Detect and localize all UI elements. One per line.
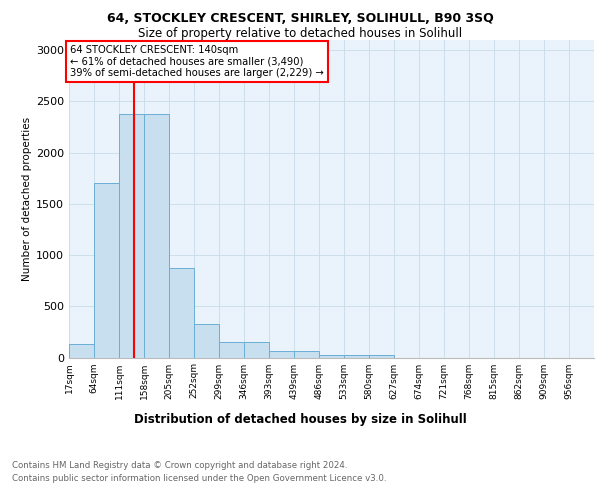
Bar xyxy=(344,356,369,358)
Text: Contains HM Land Registry data © Crown copyright and database right 2024.: Contains HM Land Registry data © Crown c… xyxy=(12,460,347,469)
Bar xyxy=(244,342,269,357)
Bar xyxy=(269,352,293,358)
Text: 64 STOCKLEY CRESCENT: 140sqm
← 61% of detached houses are smaller (3,490)
39% of: 64 STOCKLEY CRESCENT: 140sqm ← 61% of de… xyxy=(70,45,324,78)
Text: 64, STOCKLEY CRESCENT, SHIRLEY, SOLIHULL, B90 3SQ: 64, STOCKLEY CRESCENT, SHIRLEY, SOLIHULL… xyxy=(107,12,493,26)
Bar xyxy=(69,344,94,358)
Y-axis label: Number of detached properties: Number of detached properties xyxy=(22,116,32,281)
Bar xyxy=(219,342,244,357)
Bar xyxy=(293,352,319,358)
Bar xyxy=(144,114,169,358)
Text: Contains public sector information licensed under the Open Government Licence v3: Contains public sector information licen… xyxy=(12,474,386,483)
Bar xyxy=(119,114,144,358)
Bar xyxy=(369,356,394,358)
Bar xyxy=(169,268,194,358)
Bar xyxy=(194,324,219,358)
Bar xyxy=(319,356,344,358)
Bar xyxy=(94,184,119,358)
Text: Distribution of detached houses by size in Solihull: Distribution of detached houses by size … xyxy=(134,412,466,426)
Text: Size of property relative to detached houses in Solihull: Size of property relative to detached ho… xyxy=(138,28,462,40)
